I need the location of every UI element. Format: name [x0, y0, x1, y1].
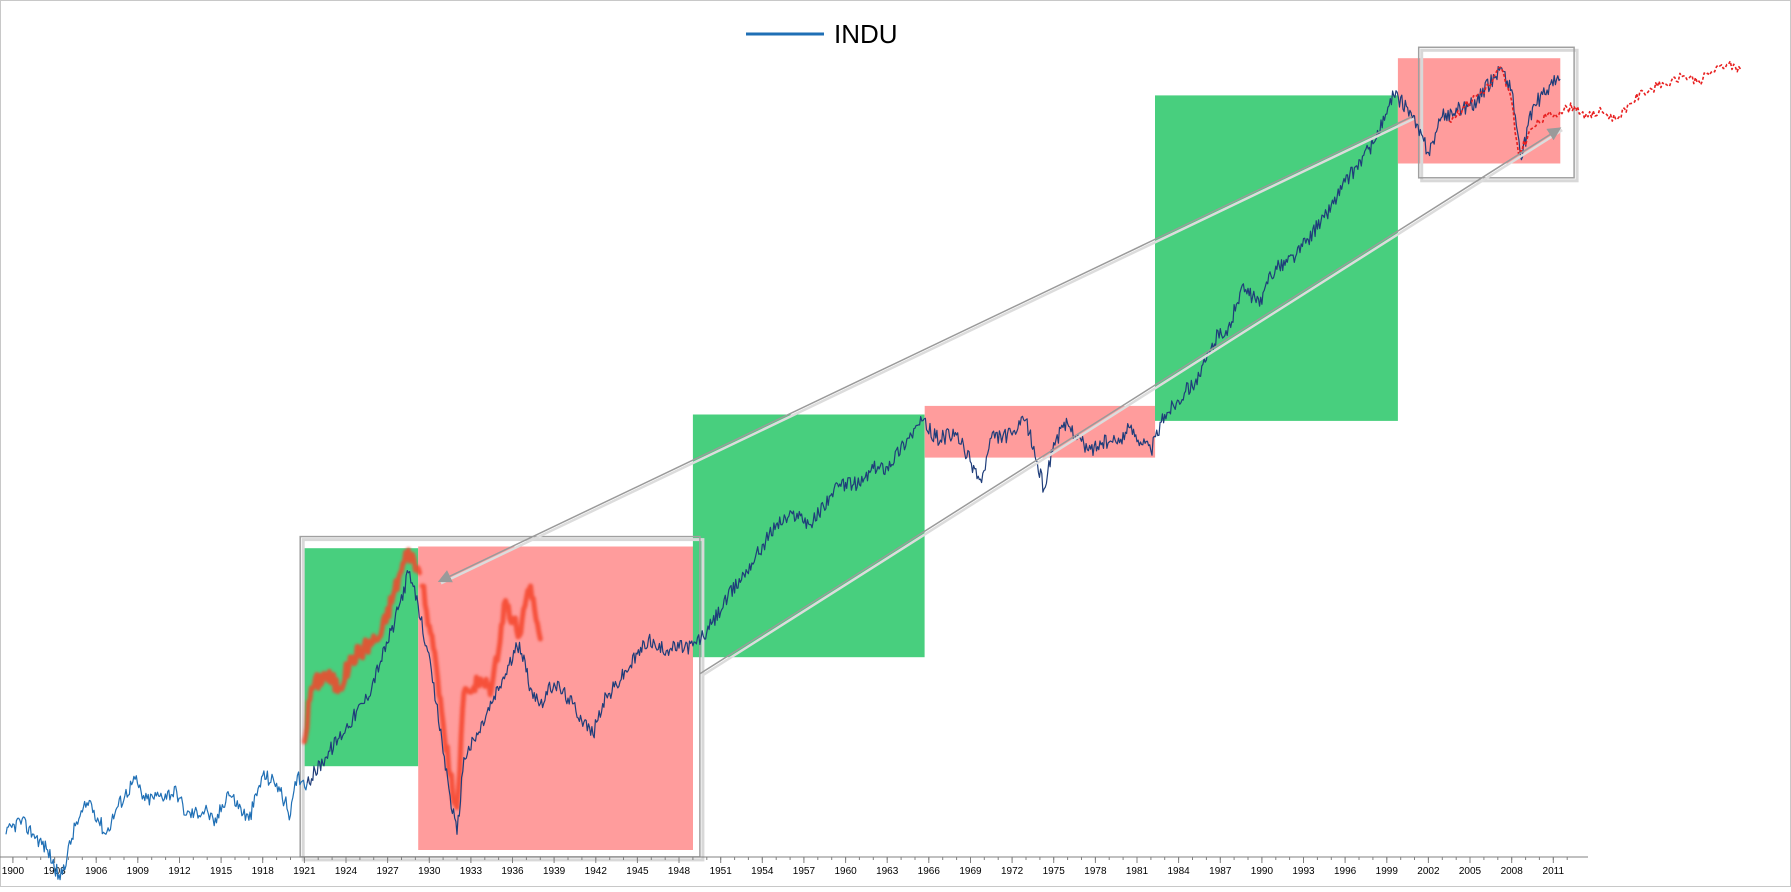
x-tick-label-1990: 1990	[1251, 866, 1274, 877]
x-tick-label-1999: 1999	[1376, 866, 1399, 877]
x-tick-label-1978: 1978	[1084, 866, 1107, 877]
x-tick-label-1915: 1915	[210, 866, 233, 877]
regime-regions	[304, 58, 1561, 850]
x-tick-label-1981: 1981	[1126, 866, 1149, 877]
bear-region-3	[924, 405, 1156, 458]
x-tick-label-1918: 1918	[252, 866, 275, 877]
x-tick-label-2005: 2005	[1459, 866, 1482, 877]
x-tick-label-1948: 1948	[668, 866, 691, 877]
x-tick-label-1969: 1969	[959, 866, 982, 877]
x-tick-label-1945: 1945	[626, 866, 649, 877]
legend-label-indu: INDU	[834, 19, 898, 49]
x-tick-label-1936: 1936	[501, 866, 524, 877]
frame-shadow-1	[1420, 48, 1579, 183]
indu-line-late	[306, 66, 1561, 835]
x-tick-label-1954: 1954	[751, 866, 774, 877]
x-tick-label-1966: 1966	[918, 866, 941, 877]
x-tick-label-1984: 1984	[1167, 866, 1190, 877]
legend: INDU	[746, 19, 898, 49]
arrow-shadow-1	[701, 129, 1563, 677]
overlay-line-0	[301, 547, 422, 745]
x-tick-label-1930: 1930	[418, 866, 441, 877]
x-tick-label-1996: 1996	[1334, 866, 1357, 877]
x-tick-label-2011: 2011	[1543, 866, 1565, 877]
x-tick-label-1957: 1957	[793, 866, 816, 877]
x-tick-label-1921: 1921	[293, 866, 316, 877]
x-tick-label-1942: 1942	[585, 866, 608, 877]
x-tick-label-1963: 1963	[876, 866, 899, 877]
arrow-0	[437, 116, 1413, 583]
x-tick-label-1900: 1900	[2, 866, 25, 877]
x-tick-label-2002: 2002	[1417, 866, 1440, 877]
x-tick-label-1960: 1960	[834, 866, 857, 877]
x-tick-label-1993: 1993	[1292, 866, 1315, 877]
x-tick-label-1951: 1951	[710, 866, 733, 877]
comparison-arrows	[437, 116, 1563, 677]
frame-shadow-0	[301, 538, 705, 862]
x-tick-label-1975: 1975	[1043, 866, 1066, 877]
x-tick-label-1972: 1972	[1001, 866, 1024, 877]
indu-series	[5, 66, 1561, 881]
x-tick-label-1906: 1906	[85, 866, 108, 877]
x-tick-label-1909: 1909	[127, 866, 150, 877]
bull-region-2	[692, 414, 925, 658]
projection-line-0	[1448, 60, 1742, 155]
x-tick-label-1933: 1933	[460, 866, 483, 877]
frame-1	[1417, 46, 1575, 179]
analog-overlay	[301, 547, 543, 811]
arrow-shadow-0	[440, 117, 1415, 585]
x-tick-label-1939: 1939	[543, 866, 566, 877]
x-tick-label-2008: 2008	[1501, 866, 1524, 877]
x-tick-label-1924: 1924	[335, 866, 358, 877]
overlay-line-1	[419, 583, 543, 811]
x-tick-label-1912: 1912	[168, 866, 191, 877]
x-tick-label-1927: 1927	[376, 866, 399, 877]
x-tick-label-1987: 1987	[1209, 866, 1232, 877]
arrow-1	[699, 127, 1562, 675]
x-axis: 1900 1903 1906 1909 1912 1915 1918 1921 1924 1927…	[0, 856, 1588, 877]
projection-overlay	[1448, 60, 1742, 155]
bull-region-4	[1155, 95, 1398, 421]
indu-line-early	[5, 770, 308, 881]
